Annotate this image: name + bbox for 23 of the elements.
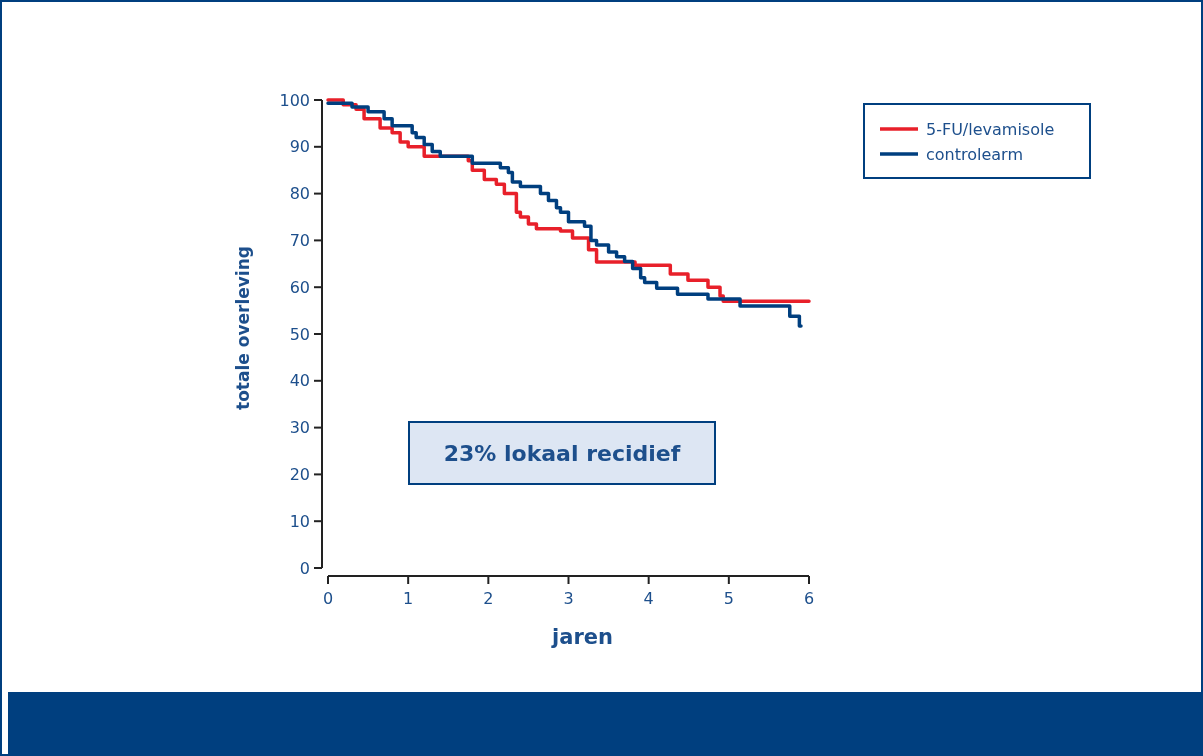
x-tick-label: 0 [322, 589, 334, 608]
y-tick-label: 30 [289, 418, 310, 438]
y-tick-label: 100 [279, 90, 310, 110]
x-tick-label: 1 [403, 589, 414, 608]
y-tick-label: 10 [289, 511, 310, 531]
y-tick-label: 20 [289, 465, 310, 484]
x-tick-label: 6 [803, 589, 815, 608]
legend-label: controlearm [926, 144, 1023, 164]
y-tick-label: 80 [289, 184, 310, 204]
x-tick-label: 5 [723, 589, 734, 608]
y-tick-label: 90 [289, 137, 310, 157]
y-tick-label: 0 [299, 558, 310, 578]
x-axis-title: jaren [551, 625, 613, 649]
y-axis-title: totale overleving [233, 246, 253, 410]
y-tick-label: 50 [289, 324, 310, 344]
x-tick-label: 4 [643, 589, 654, 608]
y-tick-label: 70 [289, 231, 310, 250]
annotation: 23% lokaal recidief [443, 440, 681, 466]
y-tick-label: 60 [289, 277, 310, 297]
legend-label: 5-FU/levamisole [926, 119, 1055, 139]
y-tick-label: 40 [289, 371, 310, 391]
x-tick-label: 2 [483, 589, 494, 608]
x-tick-label: 3 [563, 589, 574, 608]
